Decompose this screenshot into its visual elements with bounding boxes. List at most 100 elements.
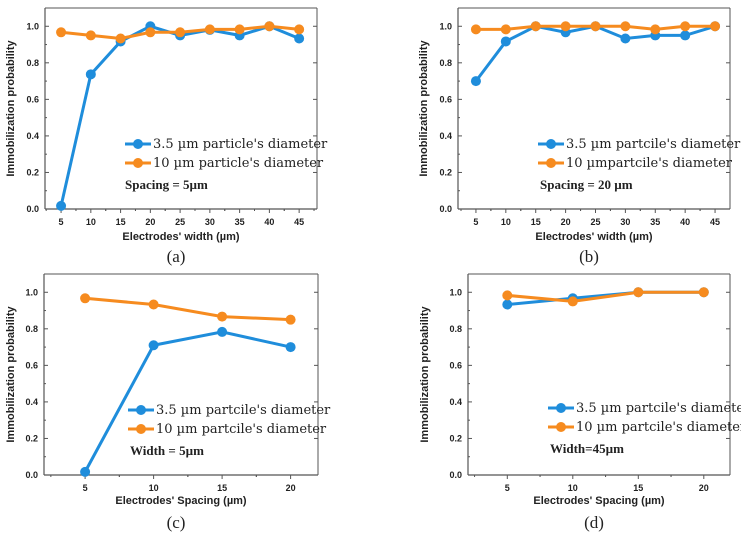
data-point-orange <box>285 314 296 325</box>
data-point-orange <box>145 27 156 38</box>
legend-label: 10 µm partcile's diameter <box>156 422 327 437</box>
y-axis-label: Immobilization probability <box>418 39 430 176</box>
data-point-orange <box>633 287 644 298</box>
x-tick-label: 5 <box>505 483 510 493</box>
y-tick-label: 0.8 <box>439 58 452 68</box>
x-tick-label: 15 <box>633 483 643 493</box>
legend-marker-orange <box>133 158 143 168</box>
annotation: Width = 5µm <box>130 443 204 458</box>
x-axis-label: Electrodes' Spacing (µm) <box>533 495 665 507</box>
panel-label: (a) <box>167 247 186 266</box>
series-line-orange <box>84 296 291 322</box>
data-point-blue <box>620 33 631 44</box>
legend-marker-blue <box>556 403 566 413</box>
legend-marker-orange <box>556 422 566 432</box>
legend-label: 10 µm partcile's diameter <box>576 420 741 435</box>
data-point-orange <box>115 33 126 44</box>
x-tick-label: 10 <box>86 217 96 227</box>
data-point-blue <box>217 326 228 337</box>
legend-label: 3.5 µm partcile's diameter <box>576 401 741 416</box>
y-tick-label: 0.6 <box>449 360 462 370</box>
y-tick-label: 1.0 <box>449 287 462 297</box>
y-tick-label: 0.0 <box>449 470 462 480</box>
data-point-blue <box>470 76 481 87</box>
legend-marker-orange <box>546 158 556 168</box>
data-point-blue <box>294 33 305 44</box>
x-tick-label: 45 <box>710 217 720 227</box>
y-tick-label: 0.8 <box>25 324 38 334</box>
panel-label: (c) <box>167 513 186 532</box>
legend-label: 10 µm particle's diameter <box>153 156 324 171</box>
data-point-blue <box>285 342 296 353</box>
legend-label: 3.5 µm partcile's diameter <box>156 403 331 418</box>
y-tick-label: 0.0 <box>25 470 38 480</box>
y-tick-label: 0.6 <box>439 94 452 104</box>
data-point-orange <box>560 21 571 32</box>
x-tick-label: 15 <box>531 217 541 227</box>
legend-label: 3.5 µm partcile's diameter <box>566 137 741 152</box>
y-tick-label: 0.0 <box>439 204 452 214</box>
x-tick-label: 40 <box>264 217 274 227</box>
data-point-blue <box>85 69 96 80</box>
x-tick-label: 25 <box>175 217 185 227</box>
data-point-orange <box>56 27 67 38</box>
legend-marker-blue <box>136 405 146 415</box>
x-tick-label: 10 <box>149 483 159 493</box>
y-tick-label: 0.8 <box>26 58 39 68</box>
data-point-blue <box>500 36 511 47</box>
data-point-orange <box>80 293 91 304</box>
y-tick-label: 0.8 <box>449 324 462 334</box>
annotation: Spacing = 20 µm <box>540 177 633 192</box>
x-tick-label: 5 <box>59 217 64 227</box>
x-tick-label: 30 <box>620 217 630 227</box>
chart-panel-d: 0.0 0.2 0.4 0.6 0.8 1.0 5 10 15 20 Electrodes' Spa… <box>419 273 741 532</box>
x-tick-label: 35 <box>235 217 245 227</box>
x-tick-label: 35 <box>650 217 660 227</box>
data-point-blue <box>502 299 513 310</box>
data-point-orange <box>530 21 541 32</box>
y-tick-label: 0.2 <box>439 167 452 177</box>
y-tick-label: 0.4 <box>439 131 452 141</box>
data-point-orange <box>148 299 159 310</box>
x-tick-label: 25 <box>590 217 600 227</box>
y-tick-label: 0.4 <box>25 397 38 407</box>
data-point-orange <box>234 24 245 35</box>
y-tick-label: 0.2 <box>449 433 462 443</box>
data-point-orange <box>620 21 631 32</box>
x-tick-label: 20 <box>286 483 296 493</box>
y-tick-label: 1.0 <box>439 21 452 31</box>
data-point-blue <box>80 466 91 477</box>
data-point-blue <box>148 340 159 351</box>
y-tick-label: 1.0 <box>25 287 38 297</box>
y-tick-label: 0.0 <box>26 204 39 214</box>
data-point-orange <box>204 24 215 35</box>
data-point-blue <box>680 30 691 41</box>
x-axis-label: Electrodes' width (µm) <box>122 231 239 243</box>
x-tick-label: 30 <box>205 217 215 227</box>
y-tick-label: 1.0 <box>26 21 39 31</box>
x-tick-label: 15 <box>116 217 126 227</box>
chart-panel-c: 0.0 0.2 0.4 0.6 0.8 1.0 5 10 15 20 Electrodes' Spa… <box>5 273 331 532</box>
x-tick-label: 10 <box>501 217 511 227</box>
x-tick-label: 5 <box>83 483 88 493</box>
x-tick-label: 15 <box>217 483 227 493</box>
panel-label: (b) <box>579 247 599 266</box>
data-point-orange <box>470 24 481 35</box>
y-tick-label: 0.2 <box>25 433 38 443</box>
chart-panel-b: 0.0 0.2 0.4 0.6 0.8 1.0 5 10 15 20 25 30 35 40 45 Elect… <box>418 7 741 266</box>
panel-label: (d) <box>584 513 604 532</box>
data-point-orange <box>217 311 228 322</box>
data-point-orange <box>590 21 601 32</box>
x-axis-label: Electrodes' Spacing (µm) <box>115 495 247 507</box>
data-point-orange <box>502 290 513 301</box>
legend-marker-blue <box>133 139 143 149</box>
data-point-orange <box>710 21 721 32</box>
annotation: Spacing = 5µm <box>125 177 208 192</box>
annotation: Width=45µm <box>550 441 624 456</box>
data-point-orange <box>500 24 511 35</box>
data-point-orange <box>680 21 691 32</box>
y-tick-label: 0.4 <box>26 131 39 141</box>
chart-panel-a: 0.0 0.2 0.4 0.6 0.8 1.0 5 10 15 20 25 30 35 40 45 Elect… <box>5 7 328 266</box>
data-point-orange <box>85 30 96 41</box>
